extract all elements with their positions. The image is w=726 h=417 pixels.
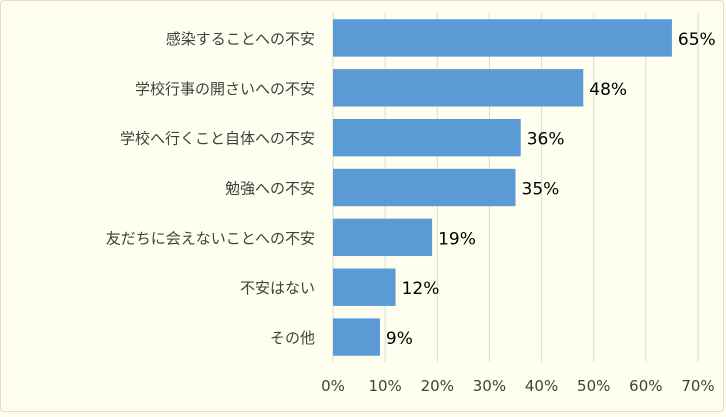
category-label-4: 友だちに会えないことへの不安 — [106, 229, 315, 247]
x-tick-label-5: 50% — [577, 377, 610, 395]
data-label-1: 48% — [589, 80, 627, 100]
category-label-6: その他 — [270, 329, 315, 347]
category-label-2: 学校へ行くこと自体への不安 — [120, 130, 315, 148]
bar-5 — [333, 268, 396, 306]
bar-4 — [333, 218, 433, 257]
x-tick-label-7: 70% — [681, 377, 714, 395]
x-tick-label-3: 30% — [473, 377, 506, 395]
bar-2 — [333, 118, 521, 157]
data-label-0: 65% — [678, 30, 716, 50]
data-label-6: 9% — [386, 329, 413, 349]
bar-3 — [333, 168, 516, 207]
data-label-3: 35% — [522, 180, 560, 200]
x-tick-label-4: 40% — [525, 377, 558, 395]
category-label-5: 不安はない — [240, 279, 315, 297]
data-label-5: 12% — [402, 279, 440, 299]
category-label-0: 感染することへの不安 — [166, 30, 315, 48]
bar-1 — [333, 69, 584, 107]
x-tick-label-2: 20% — [421, 377, 454, 395]
bar-6 — [333, 318, 380, 356]
category-label-3: 勉強への不安 — [225, 180, 315, 198]
x-tick-label-1: 10% — [368, 377, 401, 395]
data-label-4: 19% — [438, 229, 476, 249]
x-tick-label-0: 0% — [321, 377, 345, 395]
category-label-1: 学校行事の開さいへの不安 — [135, 80, 315, 98]
bar-0 — [333, 19, 672, 57]
data-label-2: 36% — [527, 130, 565, 150]
x-tick-label-6: 60% — [629, 377, 662, 395]
